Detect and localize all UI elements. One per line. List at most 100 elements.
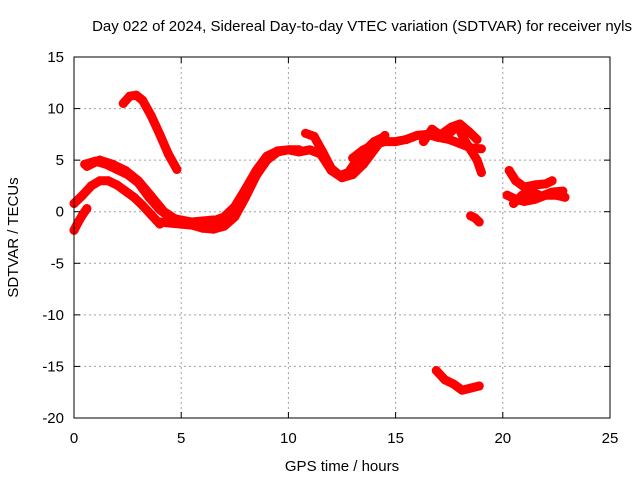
plot-frame [73,56,611,419]
data-point [517,190,527,200]
data-point [273,146,283,156]
data-point [547,176,557,186]
x-tick-label: 20 [494,430,511,447]
data-point [526,186,536,196]
y-tick-label: 15 [47,49,64,66]
data-point [326,163,336,173]
data-point [348,153,358,163]
data-point [78,190,88,200]
data-point [448,379,458,389]
data-point [112,180,122,190]
data-point [159,207,169,217]
data-point [401,135,411,145]
y-tick-label: -10 [42,307,64,324]
data-point [82,204,92,214]
data-point [208,216,218,226]
x-tick-label: 25 [602,430,619,447]
data-point [120,186,130,196]
data-point [511,176,521,186]
data-point [536,191,546,201]
data-point [155,129,165,139]
y-axis-label: SDTVAR / TECUs [5,177,22,297]
data-point [427,124,437,134]
axis-ticks: 0 5 10 15 20 25 15 10 5 0 -5 -10 -15 -20 [42,49,618,447]
data-point [369,140,379,150]
data-point [251,165,261,175]
data-point [343,168,353,178]
data-point [146,111,156,121]
data-point [509,198,519,208]
data-point [198,217,208,227]
data-point [474,217,484,227]
data-point [440,375,450,385]
data-point [120,165,130,175]
data-point [466,383,476,393]
data-point [172,164,182,174]
y-tick-label: -20 [42,410,64,427]
data-point [547,187,557,197]
data-point [305,145,315,155]
data-point [131,90,141,100]
data-point [358,145,368,155]
data-point [459,135,469,145]
data-point [476,144,486,154]
data-point [219,212,229,222]
x-tick-label: 5 [177,430,185,447]
data-point [103,176,113,186]
data-point [219,221,229,231]
x-tick-label: 10 [280,430,297,447]
data-point [294,147,304,157]
data-point [86,181,96,191]
y-tick-label: -5 [51,255,64,272]
y-tick-label: 0 [56,204,64,221]
data-point [146,210,156,220]
data-point [466,145,476,155]
data-point [412,130,422,140]
data-point [163,149,173,159]
data-point [301,128,311,138]
data-point [391,137,401,147]
data-point [504,165,514,175]
y-tick-label: 5 [56,152,64,169]
data-point [476,168,486,178]
data-point [431,366,441,376]
data-point [438,128,448,138]
data-point [95,155,105,165]
data-point [558,186,568,196]
data-point [262,151,272,161]
data-point [118,98,128,108]
grid-lines [74,57,610,418]
data-point [472,135,482,145]
data-point [283,145,293,155]
data-series [69,90,570,395]
data-point [446,122,456,132]
data-point [380,137,390,147]
x-tick-label: 15 [387,430,404,447]
x-tick-label: 0 [70,430,78,447]
data-point [309,131,319,141]
data-point [95,176,105,186]
data-point [165,218,175,228]
data-point [133,176,143,186]
data-point [155,217,165,227]
data-point [241,184,251,194]
y-tick-label: 10 [47,101,64,118]
data-point [146,191,156,201]
y-tick-label: -15 [42,358,64,375]
data-point [502,190,512,200]
data-point [463,126,473,136]
data-point [418,137,428,147]
data-point [176,219,186,229]
chart-title: Day 022 of 2024, Sidereal Day-to-day VTE… [92,18,632,35]
data-point [474,381,484,391]
data-point [455,119,465,129]
data-point [138,95,148,105]
x-axis-label: GPS time / hours [285,458,399,475]
data-point [129,192,139,202]
data-point [138,201,148,211]
data-point [230,202,240,212]
data-point [335,171,345,181]
data-point [472,155,482,165]
data-point [187,219,197,229]
